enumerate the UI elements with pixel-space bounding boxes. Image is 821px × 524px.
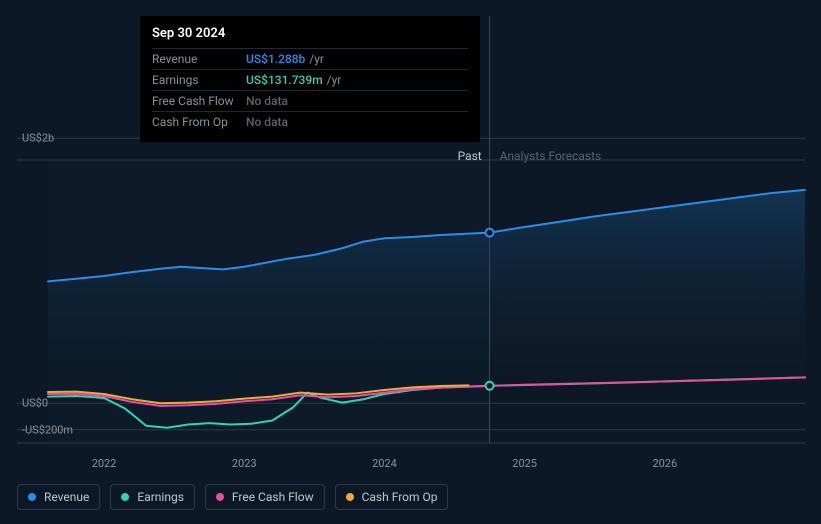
- y-axis-label: -US$200m: [22, 423, 73, 436]
- tooltip-row: RevenueUS$1.288b/yr: [152, 48, 468, 69]
- legend-item-cfo[interactable]: Cash From Op: [335, 484, 449, 510]
- tooltip-row: Cash From OpNo data: [152, 111, 468, 132]
- legend-item-label: Earnings: [137, 490, 184, 504]
- legend-item-label: Cash From Op: [362, 490, 438, 504]
- legend-dot-icon: [121, 493, 129, 501]
- tooltip-row-suffix: /yr: [327, 71, 342, 89]
- tooltip-row-label: Cash From Op: [152, 113, 246, 131]
- y-axis-label: US$2b: [22, 132, 54, 145]
- tooltip-date: Sep 30 2024: [152, 24, 468, 48]
- tooltip-row-label: Revenue: [152, 50, 246, 68]
- tooltip-row-label: Free Cash Flow: [152, 92, 246, 110]
- legend-item-earnings[interactable]: Earnings: [110, 484, 195, 510]
- legend-item-label: Free Cash Flow: [232, 490, 314, 504]
- x-axis-label: 2024: [372, 457, 397, 470]
- legend-dot-icon: [346, 493, 354, 501]
- y-axis-label: US$0: [22, 397, 48, 410]
- legend-dot-icon: [28, 493, 36, 501]
- forecast-label: Analysts Forecasts: [500, 149, 602, 163]
- tooltip-row-suffix: /yr: [309, 50, 324, 68]
- x-axis-label: 2026: [652, 457, 677, 470]
- x-axis-label: 2022: [92, 457, 117, 470]
- x-axis-label: 2023: [232, 457, 257, 470]
- tooltip-row-value: US$1.288b: [246, 50, 305, 68]
- x-axis-label: 2025: [512, 457, 537, 470]
- legend-dot-icon: [216, 493, 224, 501]
- tooltip-row-value: No data: [246, 92, 288, 110]
- tooltip-row: EarningsUS$131.739m/yr: [152, 69, 468, 90]
- legend-item-label: Revenue: [44, 490, 89, 504]
- past-label: Past: [458, 149, 482, 163]
- chart-legend: Revenue Earnings Free Cash Flow Cash From O…: [17, 484, 448, 510]
- tooltip-row-value: US$131.739m: [246, 71, 323, 89]
- legend-item-fcf[interactable]: Free Cash Flow: [205, 484, 325, 510]
- chart-tooltip: Sep 30 2024 RevenueUS$1.288b/yrEarningsU…: [140, 16, 480, 142]
- tooltip-row: Free Cash FlowNo data: [152, 90, 468, 111]
- tooltip-row-label: Earnings: [152, 71, 246, 89]
- tooltip-row-value: No data: [246, 113, 288, 131]
- legend-item-revenue[interactable]: Revenue: [17, 484, 100, 510]
